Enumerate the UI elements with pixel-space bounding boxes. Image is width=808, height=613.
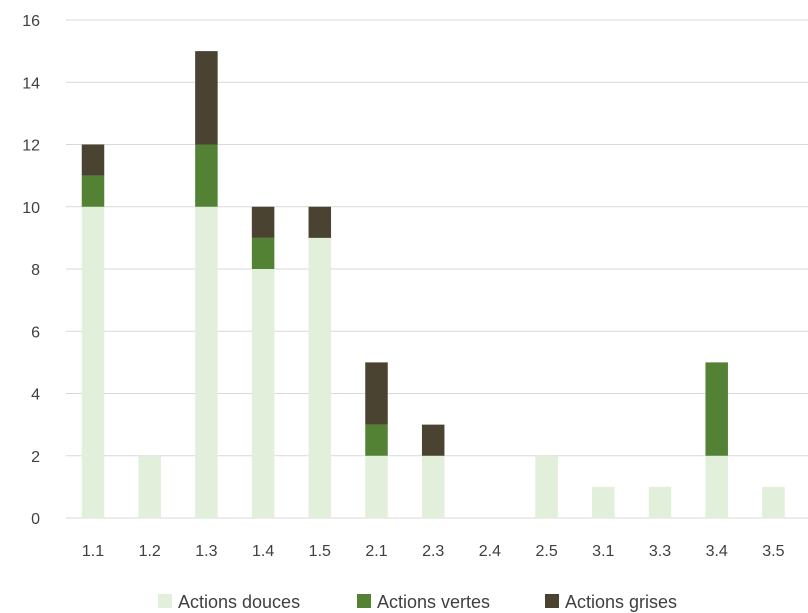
legend-label: Actions grises (565, 592, 677, 612)
y-axis-tick-labels: 0 2 4 6 8 10 12 14 16 (22, 13, 40, 528)
bar-1.3-actions-vertes (195, 144, 218, 207)
bar-2.3-actions-grises (421, 424, 445, 456)
bar-2.5-actions-douces (535, 455, 558, 518)
bar-2.3-actions-douces (421, 455, 445, 518)
bar-1.1-actions-vertes (81, 175, 105, 207)
bar-1.1-actions-grises (81, 144, 105, 176)
bar-3.5-actions-douces (762, 486, 785, 518)
bar-1.1-actions-douces (81, 206, 105, 518)
x-tick-label: 2.5 (535, 543, 557, 560)
y-tick-label: 6 (31, 324, 40, 341)
legend: Actions douces Actions vertes Actions gris… (158, 592, 677, 612)
x-tick-label: 3.3 (649, 543, 671, 560)
x-tick-label: 2.4 (479, 543, 501, 560)
bar-1.4-actions-vertes (251, 237, 275, 269)
bar-1.3-actions-douces (195, 206, 218, 518)
y-tick-label: 4 (31, 387, 40, 404)
bar-1.3-actions-grises (195, 51, 218, 145)
bar-2.1-actions-vertes (365, 424, 388, 456)
y-tick-label: 0 (31, 511, 40, 528)
legend-swatch-2 (357, 594, 371, 608)
x-tick-label: 1.2 (139, 543, 161, 560)
bar-1.4-actions-grises (251, 206, 275, 238)
y-tick-label: 12 (22, 138, 40, 155)
y-tick-label: 8 (31, 262, 40, 279)
bar-3.4-actions-douces (705, 455, 728, 518)
bars (81, 51, 785, 518)
legend-label: Actions douces (178, 592, 300, 612)
x-tick-label: 1.3 (195, 543, 217, 560)
bar-1.5-actions-douces (308, 237, 332, 518)
bar-2.1-actions-douces (365, 455, 388, 518)
y-tick-label: 14 (22, 75, 40, 92)
legend-swatch-1 (158, 594, 172, 608)
bar-1.4-actions-douces (251, 269, 275, 518)
y-tick-label: 10 (22, 200, 40, 217)
y-tick-label: 16 (22, 13, 40, 30)
bar-3.1-actions-douces (592, 486, 615, 518)
legend-swatch-3 (545, 594, 559, 608)
bar-3.4-actions-vertes (705, 362, 728, 456)
x-tick-label: 3.1 (592, 543, 614, 560)
x-tick-label: 3.5 (762, 543, 784, 560)
bar-2.1-actions-grises (365, 362, 388, 425)
gridlines (66, 19, 808, 519)
y-tick-label: 2 (31, 449, 40, 466)
bar-1.5-actions-grises (308, 206, 332, 238)
x-tick-label: 1.1 (82, 543, 104, 560)
x-tick-label: 1.5 (309, 543, 331, 560)
legend-label: Actions vertes (377, 592, 490, 612)
bar-1.2-actions-douces (138, 455, 161, 518)
x-tick-label: 1.4 (252, 543, 274, 560)
x-tick-label: 2.3 (422, 543, 444, 560)
bar-3.3-actions-douces (648, 486, 672, 518)
x-axis-tick-labels: 1.1 1.2 1.3 1.4 1.5 2.1 2.3 2.4 2.5 3.1 3.3 3.4 3.5 (82, 543, 785, 560)
x-tick-label: 3.4 (706, 543, 728, 560)
x-tick-label: 2.1 (365, 543, 387, 560)
